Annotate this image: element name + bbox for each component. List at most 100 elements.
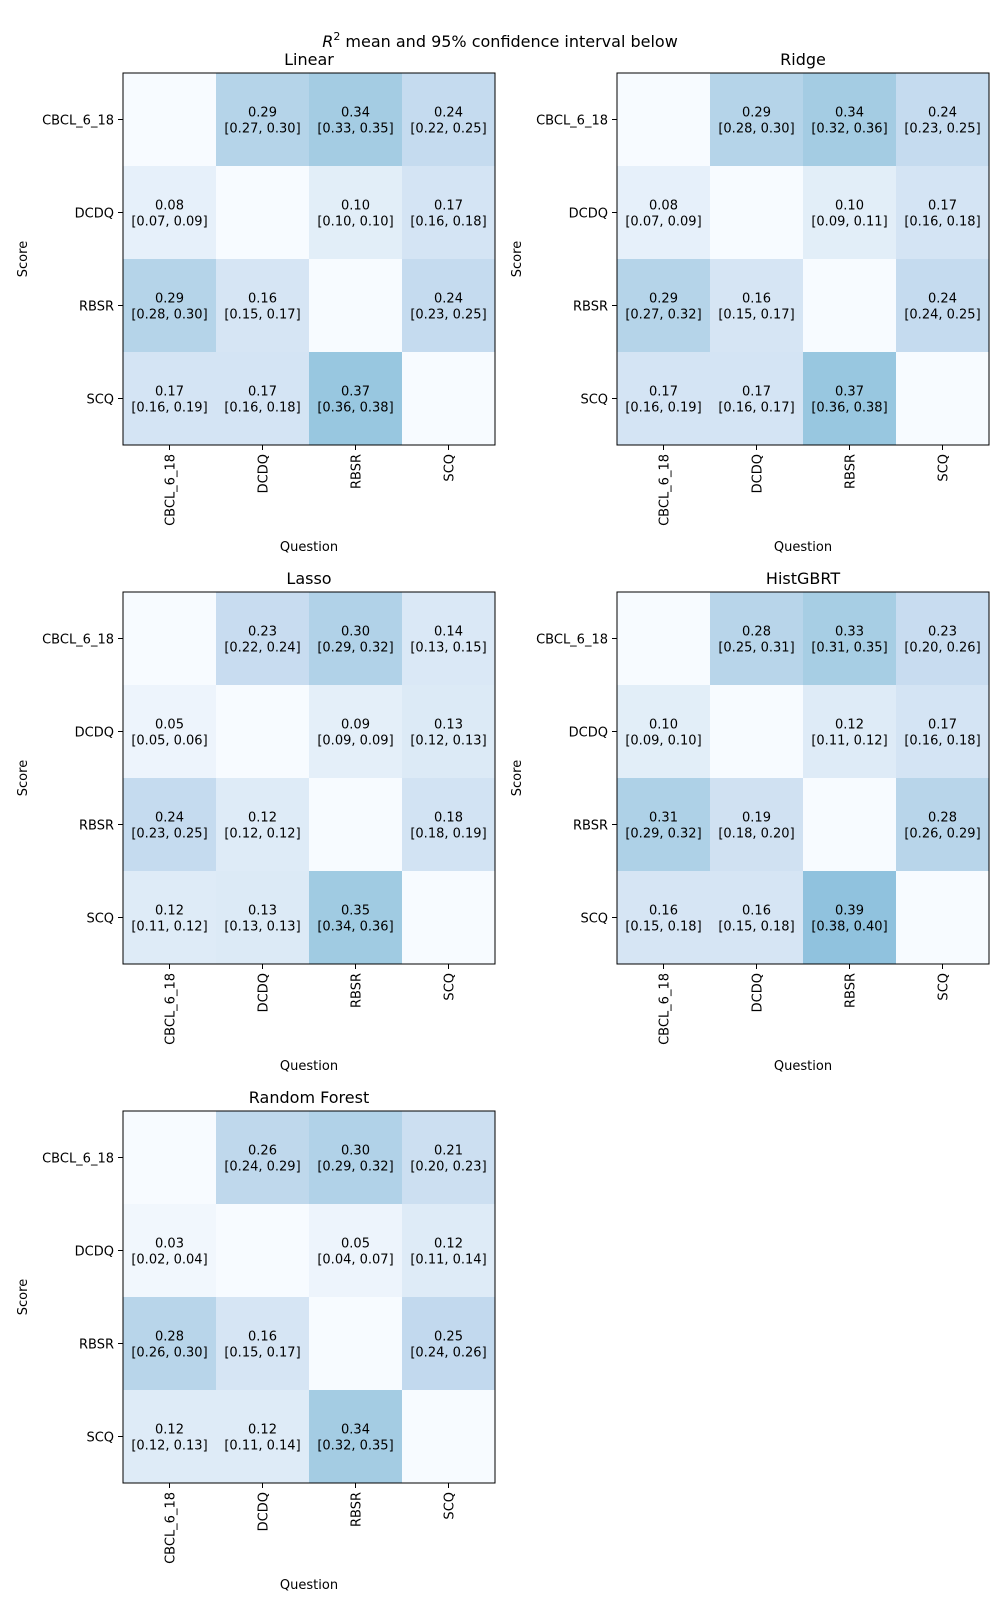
heatmap-cell <box>309 592 402 685</box>
cell-value: 0.03 <box>155 1237 184 1252</box>
heatmap-cell <box>710 73 803 166</box>
cell-ci: [0.27, 0.32] <box>625 308 701 323</box>
heatmap-cell <box>216 871 309 964</box>
cell-ci: [0.18, 0.20] <box>718 827 794 842</box>
cell-value: 0.05 <box>341 1237 370 1252</box>
y-tick-label: CBCL_6_18 <box>42 1152 114 1167</box>
cell-ci: [0.34, 0.36] <box>317 920 393 935</box>
x-tick-label: DCDQ <box>751 973 766 1012</box>
y-tick-label: RBSR <box>573 819 608 834</box>
cell-value: 0.33 <box>835 625 864 640</box>
x-axis-label: Question <box>774 1059 832 1074</box>
cell-value: 0.12 <box>434 1237 463 1252</box>
cell-ci: [0.12, 0.12] <box>224 827 300 842</box>
heatmap-cell <box>216 1297 309 1390</box>
cell-ci: [0.29, 0.32] <box>625 827 701 842</box>
cell-value: 0.28 <box>928 811 957 826</box>
cell-ci: [0.29, 0.32] <box>317 641 393 656</box>
heatmap-cell <box>309 1204 402 1297</box>
y-tick-label: DCDQ <box>75 726 114 741</box>
heatmap-cell <box>617 73 710 166</box>
heatmap-cell <box>896 685 989 778</box>
cell-value: 0.26 <box>248 1144 277 1159</box>
heatmap-cell <box>402 166 495 259</box>
heatmap-cell <box>617 259 710 352</box>
cell-ci: [0.16, 0.19] <box>625 401 701 416</box>
cell-value: 0.12 <box>155 904 184 919</box>
heatmap-cell <box>309 1390 402 1483</box>
heatmap-cell <box>216 259 309 352</box>
x-axis-label: Question <box>774 540 832 555</box>
cell-ci: [0.07, 0.09] <box>625 215 701 230</box>
y-axis-label: Score <box>16 1279 31 1315</box>
cell-value: 0.29 <box>742 106 771 121</box>
cell-value: 0.37 <box>341 385 370 400</box>
cell-ci: [0.15, 0.17] <box>224 1346 300 1361</box>
cell-ci: [0.28, 0.30] <box>718 122 794 137</box>
cell-ci: [0.13, 0.13] <box>224 920 300 935</box>
heatmap-cell <box>123 685 216 778</box>
cell-value: 0.39 <box>835 904 864 919</box>
x-tick-label: CBCL_6_18 <box>164 454 179 526</box>
y-tick-label: RBSR <box>79 1338 114 1353</box>
cell-ci: [0.11, 0.14] <box>224 1439 300 1454</box>
cell-ci: [0.23, 0.25] <box>904 122 980 137</box>
panel-title: HistGBRT <box>766 569 840 588</box>
suptitle-text: mean and 95% confidence interval below <box>340 32 677 51</box>
heatmap-cell <box>216 685 309 778</box>
x-tick-label: RBSR <box>844 454 859 489</box>
y-tick-label: CBCL_6_18 <box>42 633 114 648</box>
heatmap-cell <box>123 73 216 166</box>
cell-value: 0.17 <box>434 199 463 214</box>
y-tick-label: DCDQ <box>569 726 608 741</box>
heatmap-cell <box>617 685 710 778</box>
heatmap-cell <box>309 685 402 778</box>
x-tick-label: SCQ <box>443 1492 458 1520</box>
heatmap-cell <box>309 166 402 259</box>
heatmap-cell <box>710 166 803 259</box>
heatmap-cell <box>710 685 803 778</box>
axes-frame <box>616 591 990 965</box>
heatmap-cell <box>309 1111 402 1204</box>
heatmap-panel-4: Random Forest 0.26[0.24, 0.29] 0.30[0.29, … <box>16 1088 496 1593</box>
cell-ci: [0.15, 0.18] <box>718 920 794 935</box>
heatmap-cell <box>123 592 216 685</box>
heatmap-cell <box>896 592 989 685</box>
x-tick-label: RBSR <box>844 973 859 1008</box>
heatmap-cell <box>309 1297 402 1390</box>
heatmap-cell <box>216 73 309 166</box>
heatmap-cell <box>617 352 710 445</box>
cell-ci: [0.15, 0.17] <box>718 308 794 323</box>
heatmap-cell <box>803 73 896 166</box>
cell-value: 0.21 <box>434 1144 463 1159</box>
heatmap-cell <box>710 778 803 871</box>
y-tick-label: SCQ <box>86 393 114 408</box>
x-tick-label: SCQ <box>443 973 458 1001</box>
cell-value: 0.12 <box>155 1423 184 1438</box>
heatmap-cell <box>123 352 216 445</box>
cell-ci: [0.15, 0.17] <box>224 308 300 323</box>
y-tick-label: DCDQ <box>75 207 114 222</box>
y-tick-label: SCQ <box>86 912 114 927</box>
cell-ci: [0.16, 0.19] <box>131 401 207 416</box>
axes-frame <box>122 72 496 446</box>
cell-ci: [0.12, 0.13] <box>410 734 486 749</box>
cell-ci: [0.36, 0.38] <box>317 401 393 416</box>
cell-value: 0.34 <box>341 1423 370 1438</box>
cell-ci: [0.24, 0.26] <box>410 1346 486 1361</box>
heatmap-cell <box>710 871 803 964</box>
y-tick-label: CBCL_6_18 <box>536 114 608 129</box>
heatmap-cell <box>402 685 495 778</box>
heatmap-cell <box>123 1204 216 1297</box>
cell-value: 0.29 <box>155 292 184 307</box>
x-tick-label: SCQ <box>937 454 952 482</box>
heatmap-cell <box>402 871 495 964</box>
cell-ci: [0.10, 0.10] <box>317 215 393 230</box>
heatmap-cell <box>896 166 989 259</box>
heatmap-cell <box>803 592 896 685</box>
y-axis-label: Score <box>510 760 525 796</box>
cell-ci: [0.24, 0.29] <box>224 1160 300 1175</box>
x-tick-label: DCDQ <box>257 454 272 493</box>
